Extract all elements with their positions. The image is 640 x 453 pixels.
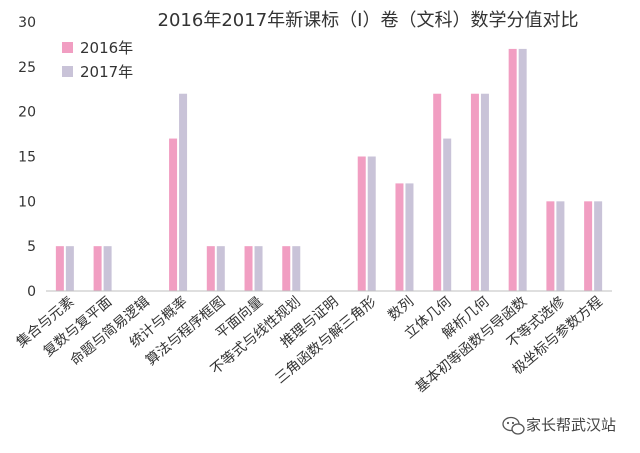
bar-2016	[93, 246, 102, 291]
bars	[55, 48, 603, 292]
y-tick-label: 5	[27, 239, 36, 255]
legend: 2016年 2017年	[62, 39, 133, 81]
y-tick-label: 30	[18, 15, 36, 31]
bar-2016	[395, 183, 404, 291]
y-tick-label: 15	[18, 150, 36, 166]
bar-2016	[433, 93, 442, 291]
y-tick-label: 10	[18, 194, 36, 210]
bar-2017	[216, 246, 225, 291]
category-label: 数列	[385, 294, 417, 324]
legend-swatch	[62, 42, 73, 53]
bar-2017	[179, 93, 188, 291]
bar-2017	[556, 201, 565, 291]
bar-2017	[405, 183, 414, 291]
bar-2016	[55, 246, 64, 291]
y-tick-label: 0	[27, 284, 36, 300]
legend-label: 2016年	[80, 39, 133, 57]
bar-2017	[65, 246, 74, 291]
bar-2017	[518, 48, 527, 292]
bar-2017	[292, 246, 301, 291]
bar-2016	[470, 93, 479, 291]
x-axis: 集合与元素复数与复平面命题与简易逻辑统计与概率算法与程序框图平面向量不等式与线性…	[13, 290, 612, 396]
chart-title: 2016年2017年新课标（Ⅰ）卷（文科）数学分值对比	[158, 10, 579, 31]
bar-2017	[480, 93, 489, 291]
bar-2016	[508, 48, 517, 292]
bar-2016	[169, 138, 178, 291]
legend-label: 2017年	[80, 63, 133, 81]
watermark-text: 家长帮武汉站	[526, 416, 616, 434]
bar-2017	[594, 201, 603, 291]
bar-2017	[367, 156, 376, 291]
watermark: 家长帮武汉站	[502, 416, 616, 435]
bar-2017	[103, 246, 112, 291]
bar-2016	[546, 201, 555, 291]
bar-2016	[206, 246, 215, 291]
bar-2017	[254, 246, 263, 291]
bar-2017	[443, 138, 452, 291]
bar-2016	[357, 156, 366, 291]
y-axis: 0 5 10 15 20 25 30	[18, 15, 36, 300]
bar-2016	[244, 246, 253, 291]
legend-swatch	[62, 66, 73, 77]
y-tick-label: 20	[18, 105, 36, 121]
bar-2016	[282, 246, 291, 291]
y-tick-label: 25	[18, 60, 36, 76]
wechat-icon	[502, 416, 525, 435]
bar-2016	[584, 201, 593, 291]
